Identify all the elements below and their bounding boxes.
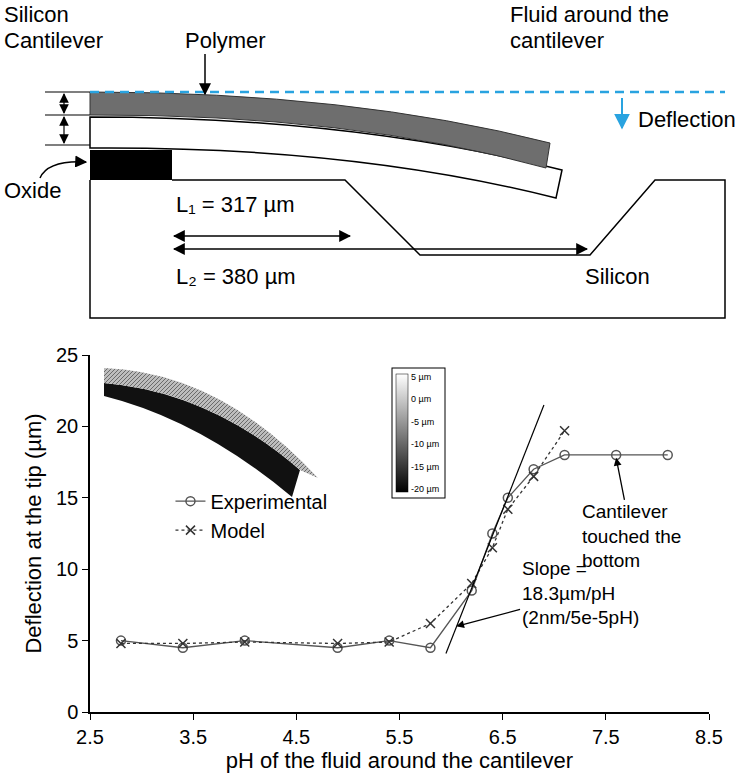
svg-text:0 µm: 0 µm	[411, 394, 431, 404]
svg-text:Cantilevertouched thebottom: Cantilevertouched thebottom	[582, 501, 681, 571]
svg-text:Experimental: Experimental	[210, 491, 327, 513]
svg-text:5: 5	[67, 630, 78, 652]
svg-text:Model: Model	[210, 520, 264, 542]
svg-text:0: 0	[67, 701, 78, 723]
svg-text:15: 15	[56, 487, 78, 509]
svg-text:10: 10	[56, 558, 78, 580]
svg-text:Cantilever: Cantilever	[4, 28, 103, 53]
svg-text:25: 25	[56, 344, 78, 366]
svg-text:5.5: 5.5	[386, 726, 414, 748]
svg-text:Deflection at the tip (µm): Deflection at the tip (µm)	[21, 413, 46, 653]
svg-text:2.5: 2.5	[76, 726, 104, 748]
svg-text:20: 20	[56, 415, 78, 437]
svg-text:4.5: 4.5	[282, 726, 310, 748]
svg-text:Slope =18.3µm/pH(2nm/5e-5pH): Slope =18.3µm/pH(2nm/5e-5pH)	[522, 558, 639, 628]
svg-text:6.5: 6.5	[489, 726, 517, 748]
svg-text:Fluid around the: Fluid around the	[510, 2, 669, 27]
svg-text:L₁ = 317 µm: L₁ = 317 µm	[176, 192, 295, 217]
svg-text:pH of the fluid around the can: pH of the fluid around the cantilever	[226, 748, 573, 773]
svg-text:-20 µm: -20 µm	[411, 484, 439, 494]
svg-text:Deflection: Deflection	[638, 107, 735, 132]
svg-text:cantilever: cantilever	[510, 28, 604, 53]
svg-text:3.5: 3.5	[179, 726, 207, 748]
svg-text:7.5: 7.5	[592, 726, 620, 748]
svg-text:Silicon: Silicon	[585, 264, 650, 289]
svg-text:-5 µm: -5 µm	[411, 417, 434, 427]
svg-text:L₂ = 380 µm: L₂ = 380 µm	[176, 264, 296, 289]
svg-text:Polymer: Polymer	[185, 28, 266, 53]
svg-text:Silicon: Silicon	[4, 2, 69, 27]
svg-text:-15 µm: -15 µm	[411, 462, 439, 472]
svg-text:8.5: 8.5	[695, 726, 723, 748]
svg-text:5 µm: 5 µm	[411, 372, 431, 382]
svg-text:Oxide: Oxide	[4, 178, 61, 203]
svg-text:-10 µm: -10 µm	[411, 439, 439, 449]
